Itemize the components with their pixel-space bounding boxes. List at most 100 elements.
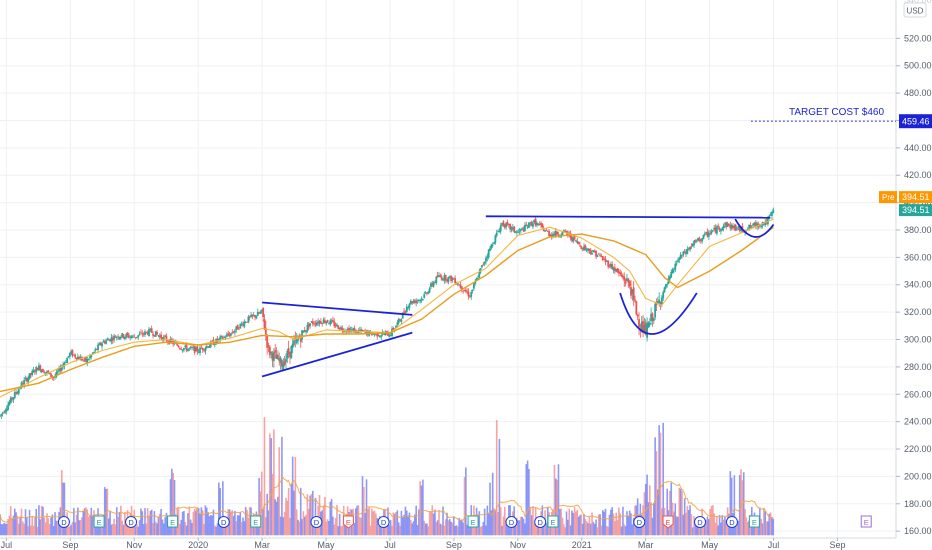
candle-body xyxy=(20,382,23,388)
volume-bar xyxy=(720,522,722,536)
candle-body xyxy=(140,332,142,334)
candle-body xyxy=(703,233,706,235)
candle-body xyxy=(615,269,618,272)
volume-bar xyxy=(73,508,75,536)
candle-body xyxy=(597,253,600,255)
volume-bar xyxy=(455,525,458,536)
candle-body xyxy=(376,332,379,337)
volume-bar xyxy=(281,436,283,536)
volume-bar xyxy=(600,525,603,536)
event-label: D xyxy=(128,518,134,527)
candle-body xyxy=(306,324,309,331)
candle-body xyxy=(587,248,589,251)
candle-body xyxy=(353,327,356,333)
volume-bar xyxy=(247,517,250,536)
volume-bar xyxy=(8,515,11,536)
candle-body xyxy=(513,226,516,232)
candle-body xyxy=(74,354,77,358)
volume-bar xyxy=(579,515,581,536)
candle-body xyxy=(12,397,15,400)
candle-body xyxy=(758,225,761,227)
volume-bar xyxy=(305,514,307,536)
target-price-label: 459.46 xyxy=(902,117,930,127)
candle-body xyxy=(161,337,164,341)
candle-body xyxy=(164,335,167,337)
candle-body xyxy=(644,322,647,335)
candle-body xyxy=(764,221,767,226)
volume-bar xyxy=(581,523,584,536)
candle-body xyxy=(403,311,405,313)
volume-bar xyxy=(4,523,7,536)
target-label-box[interactable] xyxy=(785,104,873,119)
volume-bar xyxy=(385,526,388,536)
event-label: E xyxy=(346,518,351,527)
candle-body xyxy=(90,354,93,357)
volume-bar xyxy=(471,526,474,536)
volume-bar xyxy=(223,526,225,536)
candle-body xyxy=(9,397,12,404)
volume-bar xyxy=(70,524,72,536)
volume-bar xyxy=(440,524,443,536)
x-tick-label: May xyxy=(318,540,336,550)
earnings-shape xyxy=(250,515,262,528)
volume-bar xyxy=(596,527,599,536)
volume-bar xyxy=(524,523,526,536)
volume-bar xyxy=(542,521,545,536)
candle-body xyxy=(507,224,510,225)
candle-body xyxy=(722,225,725,229)
candle-body xyxy=(502,221,505,226)
x-tick-label: May xyxy=(701,540,719,550)
volume-bar xyxy=(211,515,213,536)
candle-body xyxy=(738,227,741,231)
candle-body xyxy=(526,227,529,228)
volume-bar xyxy=(336,504,338,536)
candle-body xyxy=(38,365,40,371)
candle-body xyxy=(423,294,426,298)
volume-bar xyxy=(179,523,181,536)
earnings-shape xyxy=(662,515,674,529)
volume-bar xyxy=(140,508,142,536)
candle-body xyxy=(439,275,442,277)
candle-body xyxy=(685,252,687,255)
volume-bar xyxy=(312,490,314,536)
candle-body xyxy=(236,324,239,330)
candle-body xyxy=(52,377,55,378)
volume-bar xyxy=(231,510,234,536)
volume-bar xyxy=(411,523,413,536)
volume-bar xyxy=(443,525,446,536)
candle-body xyxy=(302,330,305,333)
volume-bar xyxy=(199,513,201,536)
earnings-shape xyxy=(547,515,559,528)
volume-bar xyxy=(454,525,456,536)
currency-badge[interactable]: USD xyxy=(903,2,927,18)
volume-bar xyxy=(486,505,489,536)
candle-body xyxy=(309,323,312,326)
volume-bar xyxy=(580,514,583,536)
volume-bar xyxy=(447,520,450,536)
volume-bar xyxy=(528,469,530,536)
candle-body xyxy=(200,347,203,349)
volume-bar xyxy=(99,520,102,536)
candle-body xyxy=(714,227,717,233)
candle-body xyxy=(244,322,247,323)
candle-body xyxy=(456,283,459,285)
candle-body xyxy=(19,387,22,389)
volume-bar xyxy=(212,509,215,536)
candle-body xyxy=(201,347,204,351)
candle-body xyxy=(622,275,624,278)
volume-bar xyxy=(156,523,158,536)
candle-body xyxy=(647,322,650,328)
candle-body xyxy=(263,319,266,330)
candle-body xyxy=(246,321,248,323)
candle-body xyxy=(319,321,322,324)
candle-body xyxy=(479,268,482,273)
candle-body xyxy=(662,292,665,299)
candle-body xyxy=(471,289,474,291)
volume-bar xyxy=(643,492,646,536)
volume-bar xyxy=(721,515,724,536)
candle-body xyxy=(311,321,314,324)
candle-body xyxy=(540,222,542,226)
volume-bar xyxy=(648,485,651,536)
volume-bar xyxy=(165,512,168,536)
volume-bar xyxy=(755,527,757,536)
